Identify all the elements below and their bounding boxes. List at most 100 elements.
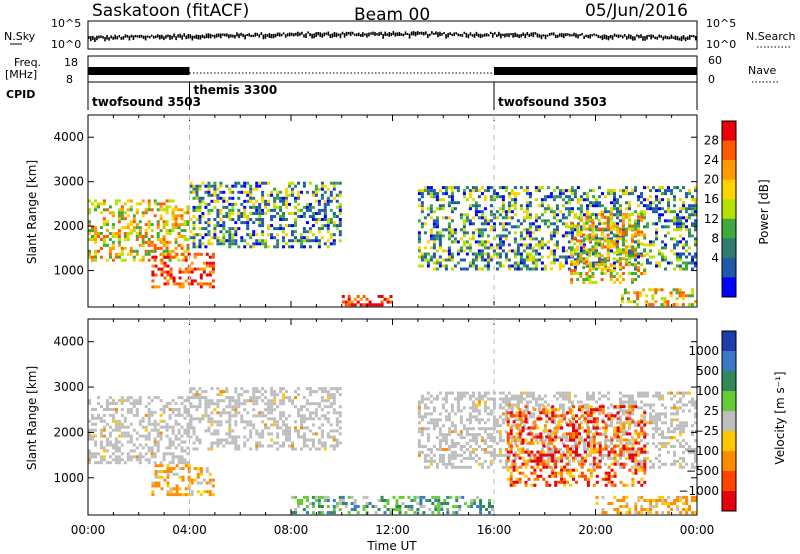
nsky-bar xyxy=(339,33,342,39)
heat-cell xyxy=(279,208,283,212)
heat-cell xyxy=(186,422,190,426)
heat-cell xyxy=(159,238,163,241)
heat-cell xyxy=(573,456,577,460)
heat-cell xyxy=(163,276,167,280)
heat-cell xyxy=(186,208,190,212)
heat-cell xyxy=(631,239,634,243)
heat-cell xyxy=(323,447,327,451)
heat-cell xyxy=(470,499,474,502)
heat-cell xyxy=(652,433,655,437)
heat-cell xyxy=(228,399,232,403)
heat-cell xyxy=(438,204,442,208)
heat-cell xyxy=(267,245,271,249)
heat-cell xyxy=(507,258,511,262)
heat-cell xyxy=(162,252,166,256)
nsky-bar xyxy=(410,31,413,36)
heat-cell xyxy=(646,391,649,395)
heat-cell xyxy=(222,224,226,228)
heat-cell xyxy=(492,453,496,457)
heat-cell xyxy=(186,205,190,209)
heat-cell xyxy=(243,245,247,249)
heat-cell xyxy=(676,252,679,256)
heat-cell xyxy=(564,225,568,229)
heat-cell xyxy=(141,211,145,215)
heat-cell xyxy=(685,261,688,265)
heat-cell xyxy=(586,418,589,422)
heat-cell xyxy=(157,470,161,473)
heat-cell xyxy=(582,251,586,255)
heat-cell xyxy=(169,487,173,491)
heat-cell xyxy=(688,261,691,265)
heat-cell xyxy=(453,228,457,232)
heat-cell xyxy=(135,226,139,230)
heat-cell xyxy=(628,201,631,205)
heat-cell xyxy=(138,422,142,426)
heat-cell xyxy=(477,228,481,232)
colorbar-swatch xyxy=(722,257,736,278)
heat-cell xyxy=(579,254,583,258)
heat-cell xyxy=(88,229,91,233)
heat-cell xyxy=(171,461,175,465)
heat-cell xyxy=(453,201,457,205)
heat-cell xyxy=(141,434,145,438)
heat-cell xyxy=(150,428,154,432)
heat-cell xyxy=(625,258,628,262)
heat-cell xyxy=(519,237,523,241)
heat-cell xyxy=(147,408,151,411)
heat-cell xyxy=(94,232,97,235)
heat-cell xyxy=(246,224,250,228)
heat-cell xyxy=(450,456,454,460)
nsky-bar xyxy=(252,34,255,38)
heat-cell xyxy=(592,189,595,193)
heat-cell xyxy=(181,270,185,274)
heat-cell xyxy=(615,278,619,281)
heat-cell xyxy=(234,390,238,394)
heat-cell xyxy=(549,252,553,256)
heat-cell xyxy=(120,246,124,250)
heat-cell xyxy=(588,275,592,278)
heat-cell xyxy=(477,456,481,460)
heat-cell xyxy=(193,467,197,471)
heat-cell xyxy=(258,218,262,221)
heat-cell xyxy=(676,439,679,443)
nsky-bar xyxy=(370,32,372,35)
heat-cell xyxy=(192,441,196,445)
nsky-bar xyxy=(209,33,212,39)
heat-cell xyxy=(267,193,271,197)
heat-cell xyxy=(621,266,625,270)
heat-cell xyxy=(117,229,121,233)
heat-cell xyxy=(270,190,274,194)
heat-cell xyxy=(489,225,493,229)
heat-cell xyxy=(338,224,342,228)
heat-cell xyxy=(519,391,523,395)
heat-cell xyxy=(658,442,661,445)
heat-cell xyxy=(91,437,94,441)
heat-cell xyxy=(637,195,640,199)
heat-cell xyxy=(480,267,484,271)
heat-cell xyxy=(417,412,421,416)
heat-cell xyxy=(338,202,342,206)
heat-cell xyxy=(184,487,188,491)
heat-cell xyxy=(288,245,291,249)
heat-cell xyxy=(180,217,184,221)
heat-cell xyxy=(141,199,145,203)
heat-cell xyxy=(204,184,208,188)
heat-cell xyxy=(477,255,481,259)
heat-cell xyxy=(598,252,601,256)
heat-cell xyxy=(598,222,601,226)
heat-cell xyxy=(525,243,529,247)
heat-cell xyxy=(609,242,613,246)
nsky-bar xyxy=(558,33,561,37)
heat-cell xyxy=(435,436,439,440)
heat-cell xyxy=(258,432,262,436)
heat-cell xyxy=(135,410,139,414)
heat-cell xyxy=(652,403,655,407)
heat-cell xyxy=(631,403,634,407)
heat-cell xyxy=(326,202,330,206)
heat-cell xyxy=(531,406,535,410)
heat-cell xyxy=(159,434,163,438)
nsky-bar xyxy=(429,33,431,37)
heat-cell xyxy=(456,189,460,193)
heat-cell xyxy=(94,249,97,253)
heat-cell xyxy=(685,267,688,271)
